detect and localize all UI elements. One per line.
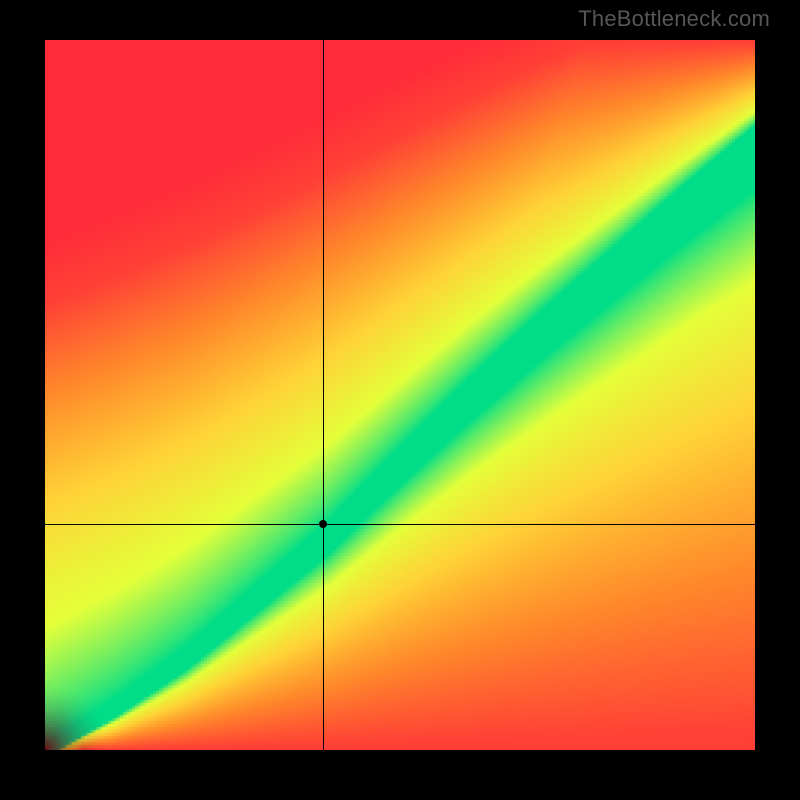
heatmap-plot [45, 40, 755, 750]
watermark-text: TheBottleneck.com [578, 6, 770, 32]
heatmap-canvas [45, 40, 755, 750]
crosshair-marker [319, 520, 327, 528]
crosshair-vertical [323, 40, 324, 750]
crosshair-horizontal [45, 524, 755, 525]
